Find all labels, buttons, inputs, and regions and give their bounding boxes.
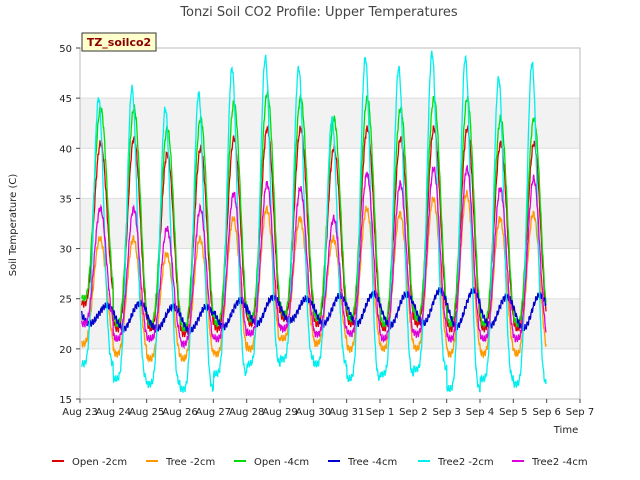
x-tick-label: Sep 7 — [566, 407, 594, 418]
x-tick-label: Sep 3 — [432, 407, 460, 418]
x-tick-label: Aug 29 — [262, 407, 297, 418]
y-tick-label: 30 — [59, 245, 72, 256]
plot-frame — [79, 47, 581, 400]
legend-label: Open -2cm — [72, 457, 127, 468]
chart-title: Tonzi Soil CO2 Profile: Upper Temperatur… — [179, 5, 458, 20]
x-tick-label: Aug 27 — [196, 407, 231, 418]
x-tick-label: Aug 28 — [229, 407, 264, 418]
legend-label: Open -4cm — [254, 457, 309, 468]
legend-label: Tree -2cm — [165, 457, 215, 468]
y-tick-label: 40 — [59, 144, 72, 155]
site-badge-label: TZ_soilco2 — [87, 36, 151, 49]
x-tick-label: Aug 31 — [329, 407, 364, 418]
y-tick-label: 45 — [59, 94, 72, 105]
y-tick-label: 50 — [59, 44, 72, 55]
series-layer — [81, 50, 547, 393]
x-tick-label: Aug 24 — [96, 407, 131, 418]
x-tick-label: Sep 4 — [466, 407, 494, 418]
site-badge: TZ_soilco2 — [81, 32, 157, 52]
series-line — [81, 164, 547, 350]
x-tick-label: Aug 23 — [62, 407, 97, 418]
legend-label: Tree2 -2cm — [437, 457, 494, 468]
y-tick-label: 25 — [59, 295, 72, 306]
x-tick-label: Sep 2 — [399, 407, 427, 418]
x-tick-label: Sep 6 — [532, 407, 560, 418]
legend: Open -2cm Tree -2cm Open -4cm Tree -4cm Tree… — [52, 457, 588, 468]
x-tick-label: Aug 26 — [162, 407, 197, 418]
series-line — [81, 189, 547, 363]
y-axis: 15 20 25 30 35 40 45 50 — [59, 44, 80, 406]
legend-label: Tree2 -4cm — [531, 457, 588, 468]
legend-label: Tree -4cm — [347, 457, 397, 468]
site-badge-box — [81, 32, 157, 52]
x-tick-label: Aug 25 — [129, 407, 164, 418]
x-tick-label: Aug 30 — [296, 407, 331, 418]
x-axis-title: Time — [553, 425, 578, 436]
x-tick-label: Sep 1 — [366, 407, 394, 418]
y-tick-label: 15 — [59, 395, 72, 406]
series-line — [81, 286, 547, 336]
series-line — [81, 50, 547, 393]
y-tick-label: 20 — [59, 345, 72, 356]
y-tick-label: 35 — [59, 194, 72, 205]
x-tick-label: Sep 5 — [499, 407, 527, 418]
y-axis-title: Soil Temperature (C) — [8, 174, 19, 277]
